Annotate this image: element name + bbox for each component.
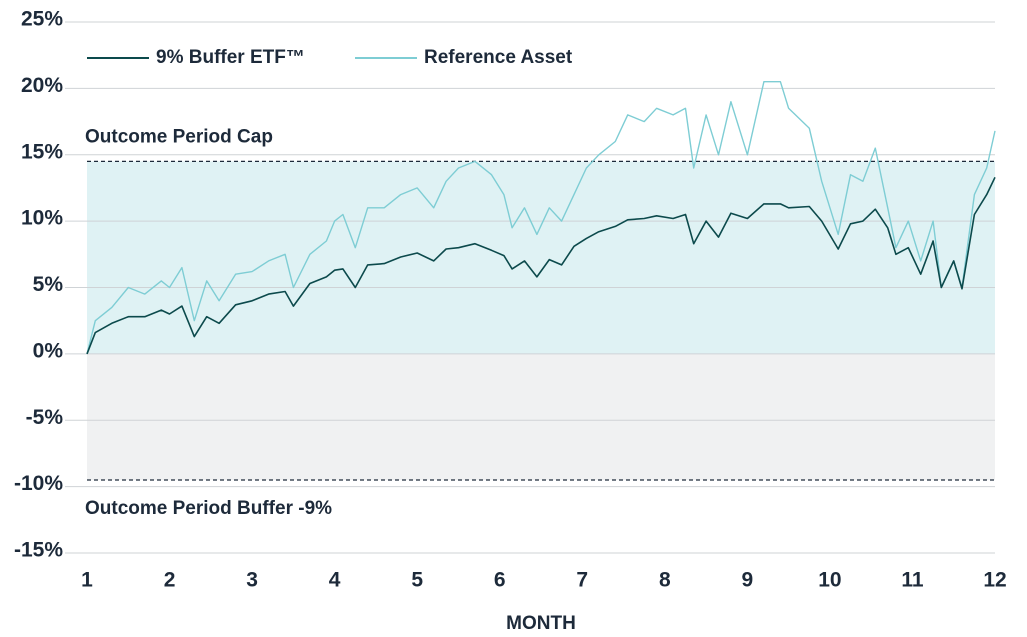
buffer-region xyxy=(87,353,995,480)
y-tick-label: 5% xyxy=(33,273,64,296)
y-tick-label: 20% xyxy=(21,74,63,97)
legend-label: Reference Asset xyxy=(424,47,573,68)
x-tick-label: 11 xyxy=(901,569,924,592)
y-tick-label: -10% xyxy=(14,472,63,495)
series-line xyxy=(86,81,996,355)
cap-region xyxy=(87,161,995,354)
x-tick-label: 10 xyxy=(818,569,841,592)
x-tick-label: 7 xyxy=(576,569,588,592)
legend-label: 9% Buffer ETF™ xyxy=(156,47,305,68)
y-tick-label: 25% xyxy=(21,8,63,31)
y-tick-label: 0% xyxy=(33,339,64,362)
cap-label: Outcome Period Cap xyxy=(85,126,273,147)
x-tick-label: 9 xyxy=(742,569,754,592)
x-tick-label: 12 xyxy=(983,569,1006,592)
y-tick-label: -15% xyxy=(14,539,63,562)
buffer-label: Outcome Period Buffer -9% xyxy=(85,498,332,519)
x-tick-label: 3 xyxy=(246,569,258,592)
x-tick-label: 6 xyxy=(494,569,506,592)
x-axis-label: MONTH xyxy=(506,613,576,634)
x-tick-label: 8 xyxy=(659,569,671,592)
x-tick-label: 1 xyxy=(81,569,93,592)
y-tick-label: 10% xyxy=(21,207,63,230)
x-tick-label: 2 xyxy=(164,569,176,592)
y-tick-label: -5% xyxy=(26,406,64,429)
y-tick-label: 15% xyxy=(21,140,63,163)
x-tick-label: 5 xyxy=(411,569,423,592)
series-line xyxy=(86,176,996,355)
x-tick-label: 4 xyxy=(329,569,341,592)
